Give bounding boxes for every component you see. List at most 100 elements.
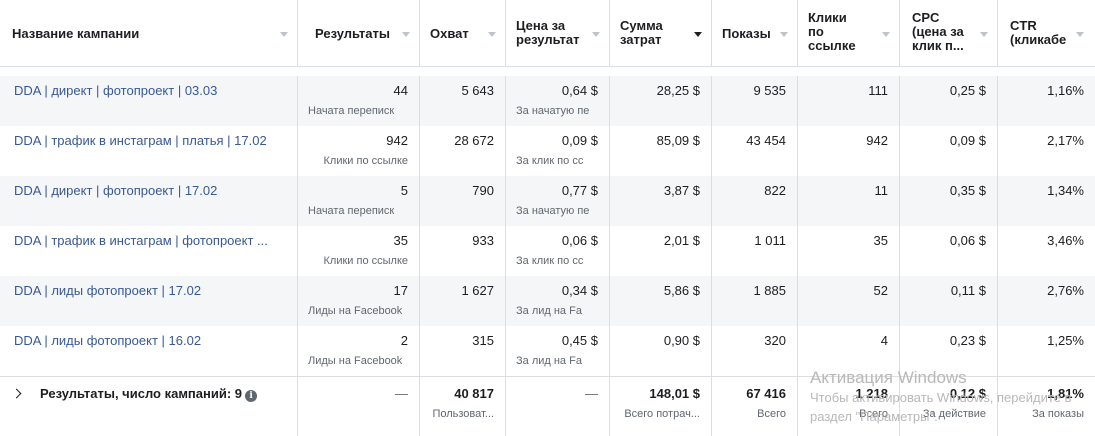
- cell-amount-spent: 0,90 $: [610, 326, 712, 376]
- sort-caret-icon[interactable]: [694, 32, 702, 37]
- sort-caret-icon[interactable]: [280, 32, 288, 37]
- cpc-value: 0,25 $: [949, 83, 986, 98]
- table-row[interactable]: DDA | директ | фотопроект | 03.03 44 Нача…: [0, 76, 1095, 126]
- cell-totals-impressions: 67 416 Всего: [712, 377, 798, 436]
- reach-value: 315: [472, 333, 494, 348]
- spend-value: 85,09 $: [656, 133, 700, 148]
- cpc-value: 0,06 $: [949, 233, 986, 248]
- clicks-value: 4: [880, 333, 888, 348]
- cell-totals-cpr: —: [506, 377, 610, 436]
- info-icon[interactable]: i: [245, 390, 258, 402]
- col-header-label: Показы: [722, 26, 771, 41]
- cell-campaign-name: DDA | трафик в инстаграм | фотопроект ..…: [0, 226, 298, 276]
- cell-link-clicks: 52: [798, 276, 900, 326]
- campaign-name-link[interactable]: DDA | директ | фотопроект | 17.02: [14, 183, 218, 198]
- cell-totals-spend: 148,01 $ Всего потрач...: [610, 377, 712, 436]
- col-header-cpc[interactable]: CPC (цена за клик п...: [900, 0, 998, 66]
- table-row[interactable]: DDA | трафик в инстаграм | фотопроект ..…: [0, 226, 1095, 276]
- impressions-value: 1 885: [753, 283, 786, 298]
- sort-caret-icon[interactable]: [488, 32, 496, 37]
- clicks-value: 111: [868, 83, 888, 98]
- spend-value: 2,01 $: [663, 233, 700, 248]
- cell-results: 44 Начата переписк: [298, 76, 420, 126]
- cell-link-clicks: 942: [798, 126, 900, 176]
- campaign-name-link[interactable]: DDA | лиды фотопроект | 16.02: [14, 333, 202, 348]
- col-header-amount-spent[interactable]: Сумма затрат: [610, 0, 712, 66]
- sort-caret-icon[interactable]: [402, 32, 410, 37]
- ctr-value: 2,17%: [1047, 133, 1084, 148]
- cell-reach: 790: [420, 176, 506, 226]
- col-header-reach[interactable]: Охват: [420, 0, 506, 66]
- results-total: —: [395, 386, 408, 401]
- spend-value: 28,25 $: [656, 83, 700, 98]
- table-row[interactable]: DDA | лиды фотопроект | 16.02 2 Лиды на F…: [0, 326, 1095, 376]
- cell-campaign-name: DDA | лиды фотопроект | 17.02: [0, 276, 298, 326]
- impressions-value: 1 011: [754, 233, 786, 248]
- sort-caret-icon[interactable]: [882, 32, 890, 37]
- campaign-name-link[interactable]: DDA | лиды фотопроект | 17.02: [14, 283, 202, 298]
- results-type: Лиды на Facebook: [308, 355, 403, 367]
- cell-cpc: 0,35 $: [900, 176, 998, 226]
- sort-caret-icon[interactable]: [780, 32, 788, 37]
- chevron-right-icon[interactable]: [11, 388, 22, 399]
- cpr-total: —: [585, 386, 598, 401]
- col-header-impressions[interactable]: Показы: [712, 0, 798, 66]
- cpr-value: 0,34 $: [561, 283, 598, 298]
- ctr-value: 1,16%: [1047, 83, 1084, 98]
- cell-impressions: 320: [712, 326, 798, 376]
- cell-impressions: 822: [712, 176, 798, 226]
- col-header-results[interactable]: Результаты: [298, 0, 420, 66]
- table-row[interactable]: DDA | директ | фотопроект | 17.02 5 Начат…: [0, 176, 1095, 226]
- col-header-label: CPC (цена за клик п...: [912, 10, 964, 53]
- reach-total: 40 817: [454, 386, 494, 401]
- totals-label-text: Результаты, число кампаний: 9: [40, 386, 243, 401]
- cpr-type: За клик по сс: [516, 255, 584, 267]
- results-value: 35: [393, 233, 408, 248]
- clicks-value: 11: [874, 183, 889, 198]
- spend-value: 3,87 $: [663, 183, 700, 198]
- cell-campaign-name: DDA | лиды фотопроект | 16.02: [0, 326, 298, 376]
- cell-totals-results: —: [298, 377, 420, 436]
- cell-results: 2 Лиды на Facebook: [298, 326, 420, 376]
- cell-cost-per-result: 0,77 $ За начатую пе: [506, 176, 610, 226]
- campaign-name-link[interactable]: DDA | директ | фотопроект | 03.03: [14, 83, 218, 98]
- impressions-total-label: Всего: [757, 408, 786, 420]
- cpr-type: За начатую пе: [516, 205, 590, 217]
- cell-totals-ctr: 1,81% За показы: [998, 377, 1095, 436]
- clicks-value: 35: [873, 233, 888, 248]
- col-header-label: Цена за результат: [516, 18, 580, 47]
- results-value: 2: [400, 333, 408, 348]
- campaign-name-link[interactable]: DDA | трафик в инстаграм | фотопроект ..…: [14, 233, 268, 248]
- cell-reach: 5 643: [420, 76, 506, 126]
- cell-ctr: 1,16%: [998, 76, 1095, 126]
- campaign-name-link[interactable]: DDA | трафик в инстаграм | платья | 17.0…: [14, 133, 267, 148]
- col-header-link-clicks[interactable]: Клики по ссылке: [798, 0, 900, 66]
- cpr-value: 0,09 $: [561, 133, 598, 148]
- cell-results: 17 Лиды на Facebook: [298, 276, 420, 326]
- cell-totals-cpc: 0,12 $ За действие: [900, 377, 998, 436]
- cell-impressions: 43 454: [712, 126, 798, 176]
- col-header-ctr[interactable]: CTR (кликабе: [998, 0, 1095, 66]
- cell-ctr: 2,17%: [998, 126, 1095, 176]
- cell-amount-spent: 5,86 $: [610, 276, 712, 326]
- table-row[interactable]: DDA | лиды фотопроект | 17.02 17 Лиды на …: [0, 276, 1095, 326]
- col-header-campaign-name[interactable]: Название кампании: [0, 0, 298, 66]
- col-header-label: Результаты: [315, 26, 390, 41]
- spend-total-label: Всего потрач...: [624, 408, 700, 420]
- cell-ctr: 1,34%: [998, 176, 1095, 226]
- impressions-value: 320: [764, 333, 786, 348]
- col-header-cost-per-result[interactable]: Цена за результат: [506, 0, 610, 66]
- table-row[interactable]: DDA | трафик в инстаграм | платья | 17.0…: [0, 126, 1095, 176]
- cell-impressions: 1 885: [712, 276, 798, 326]
- col-header-label: CTR (кликабе: [1010, 18, 1067, 47]
- results-value: 44: [393, 83, 408, 98]
- results-type: Клики по ссылке: [323, 255, 409, 267]
- results-type: Начата переписк: [308, 205, 395, 217]
- ctr-value: 2,76%: [1047, 283, 1084, 298]
- sort-caret-icon[interactable]: [592, 32, 600, 37]
- cpr-value: 0,64 $: [561, 83, 598, 98]
- spend-value: 5,86 $: [663, 283, 700, 298]
- sort-caret-icon[interactable]: [1076, 32, 1084, 37]
- sort-caret-icon[interactable]: [980, 32, 988, 37]
